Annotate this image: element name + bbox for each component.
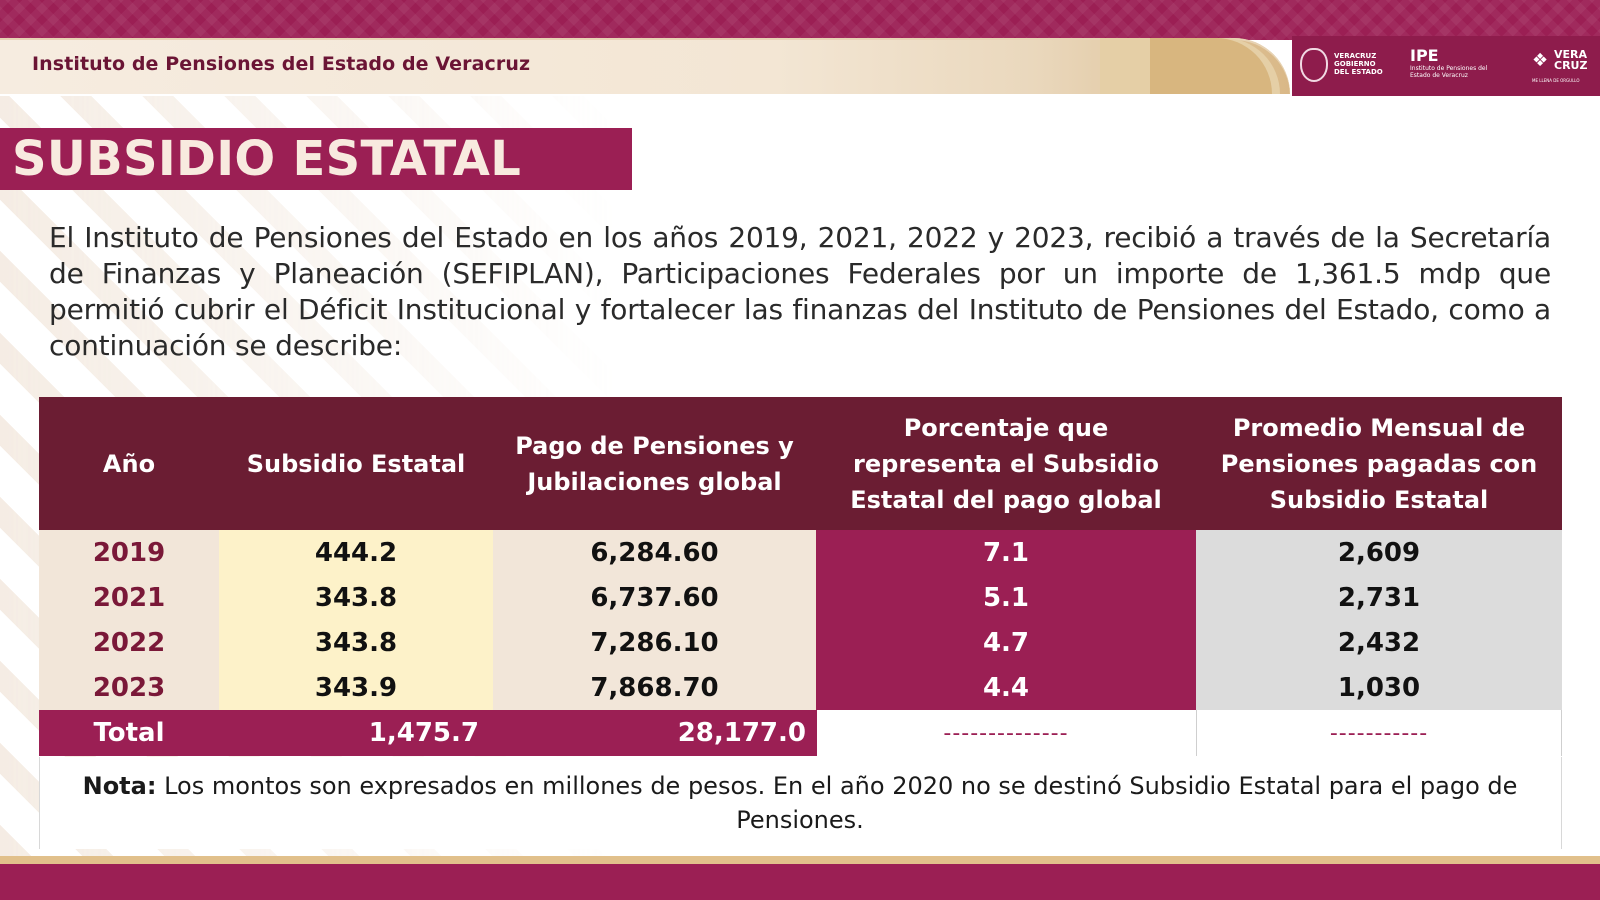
table-cell-porcentaje: 5.1: [982, 582, 1030, 613]
logo-ipe-subtitle: Instituto de Pensiones del Estado de Ver…: [1410, 65, 1488, 79]
column-divider: [1561, 710, 1562, 756]
table-cell-pago: 6,284.60: [590, 537, 719, 568]
table-cell-subsidio: 343.8: [314, 582, 398, 613]
header-promedio: Promedio Mensual de Pensiones pagadas co…: [1196, 397, 1562, 530]
veracruz-brand-icon: ❖: [1532, 50, 1549, 71]
total-porcentaje-placeholder: --------------: [943, 720, 1069, 746]
table-cell-year: 2023: [92, 672, 166, 703]
institute-name: Instituto de Pensiones del Estado de Ver…: [32, 53, 531, 75]
porcentaje-column-band: [816, 530, 1196, 710]
logo-veracruz-slogan: ME LLENA DE ORGULLO: [1532, 78, 1580, 83]
logo-ipe: IPE: [1410, 46, 1439, 65]
total-subsidio: 1,475.7: [368, 718, 479, 748]
logo-veracruz-brand: VERA CRUZ: [1554, 48, 1588, 72]
intro-paragraph: El Instituto de Pensiones del Estado en …: [49, 221, 1551, 362]
table-cell-year: 2022: [92, 627, 166, 658]
year-column-band: [39, 530, 219, 710]
veracruz-seal-icon: [1300, 48, 1328, 82]
table-cell-promedio: 1,030: [1337, 672, 1421, 703]
table-cell-promedio: 2,731: [1337, 582, 1421, 613]
table-cell-year: 2021: [92, 582, 166, 613]
logo-veracruz-text: VERACRUZ GOBIERNO DEL ESTADO: [1334, 52, 1383, 76]
note-text: Los montos son expresados en millones de…: [164, 772, 1518, 834]
table-cell-porcentaje: 7.1: [982, 537, 1030, 568]
table-cell-year: 2019: [92, 537, 166, 568]
header-bar: [0, 38, 1290, 94]
table-cell-pago: 6,737.60: [590, 582, 719, 613]
table-cell-subsidio: 343.8: [314, 627, 398, 658]
note-label: Nota:: [82, 772, 157, 800]
header-pago: Pago de Pensiones y Jubilaciones global: [493, 397, 816, 530]
top-band: [0, 0, 1600, 40]
column-divider: [1196, 710, 1197, 756]
table-cell-pago: 7,868.70: [590, 672, 719, 703]
bottom-band: [0, 864, 1600, 900]
logo-panel: [1292, 36, 1600, 96]
total-pago: 28,177.0: [677, 718, 806, 748]
subsidio-column-band: [219, 530, 493, 710]
table-cell-pago: 7,286.10: [590, 627, 719, 658]
header-porcentaje: Porcentaje que representa el Subsidio Es…: [816, 397, 1196, 530]
total-row-band: [39, 710, 817, 756]
header-year: Año: [39, 397, 219, 530]
top-band-pattern: [0, 0, 1600, 40]
header-subsidio: Subsidio Estatal: [219, 397, 493, 530]
note-box: [39, 757, 1562, 849]
table-cell-porcentaje: 4.4: [982, 672, 1030, 703]
table-cell-subsidio: 444.2: [314, 537, 398, 568]
subsidy-table: Año Subsidio Estatal Pago de Pensiones y…: [39, 397, 1562, 757]
table-cell-promedio: 2,432: [1337, 627, 1421, 658]
table-cell-subsidio: 343.9: [314, 672, 398, 703]
total-label: Total: [93, 718, 165, 748]
promedio-column-band: [1196, 530, 1562, 710]
section-title: SUBSIDIO ESTATAL: [0, 128, 632, 190]
table-note: Nota: Los montos son expresados en millo…: [60, 769, 1540, 837]
total-promedio-placeholder: -----------: [1329, 720, 1429, 746]
pago-column-band: [493, 530, 816, 710]
table-cell-porcentaje: 4.7: [982, 627, 1030, 658]
bottom-gold-stripe: [0, 856, 1600, 864]
table-cell-promedio: 2,609: [1337, 537, 1421, 568]
